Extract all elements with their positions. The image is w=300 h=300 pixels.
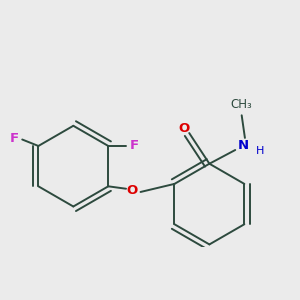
Text: F: F <box>10 132 19 145</box>
Text: N: N <box>238 140 249 152</box>
Text: O: O <box>179 122 190 135</box>
Text: H: H <box>255 146 264 156</box>
Text: O: O <box>127 184 138 197</box>
Text: F: F <box>129 140 138 152</box>
Text: CH₃: CH₃ <box>231 98 253 111</box>
